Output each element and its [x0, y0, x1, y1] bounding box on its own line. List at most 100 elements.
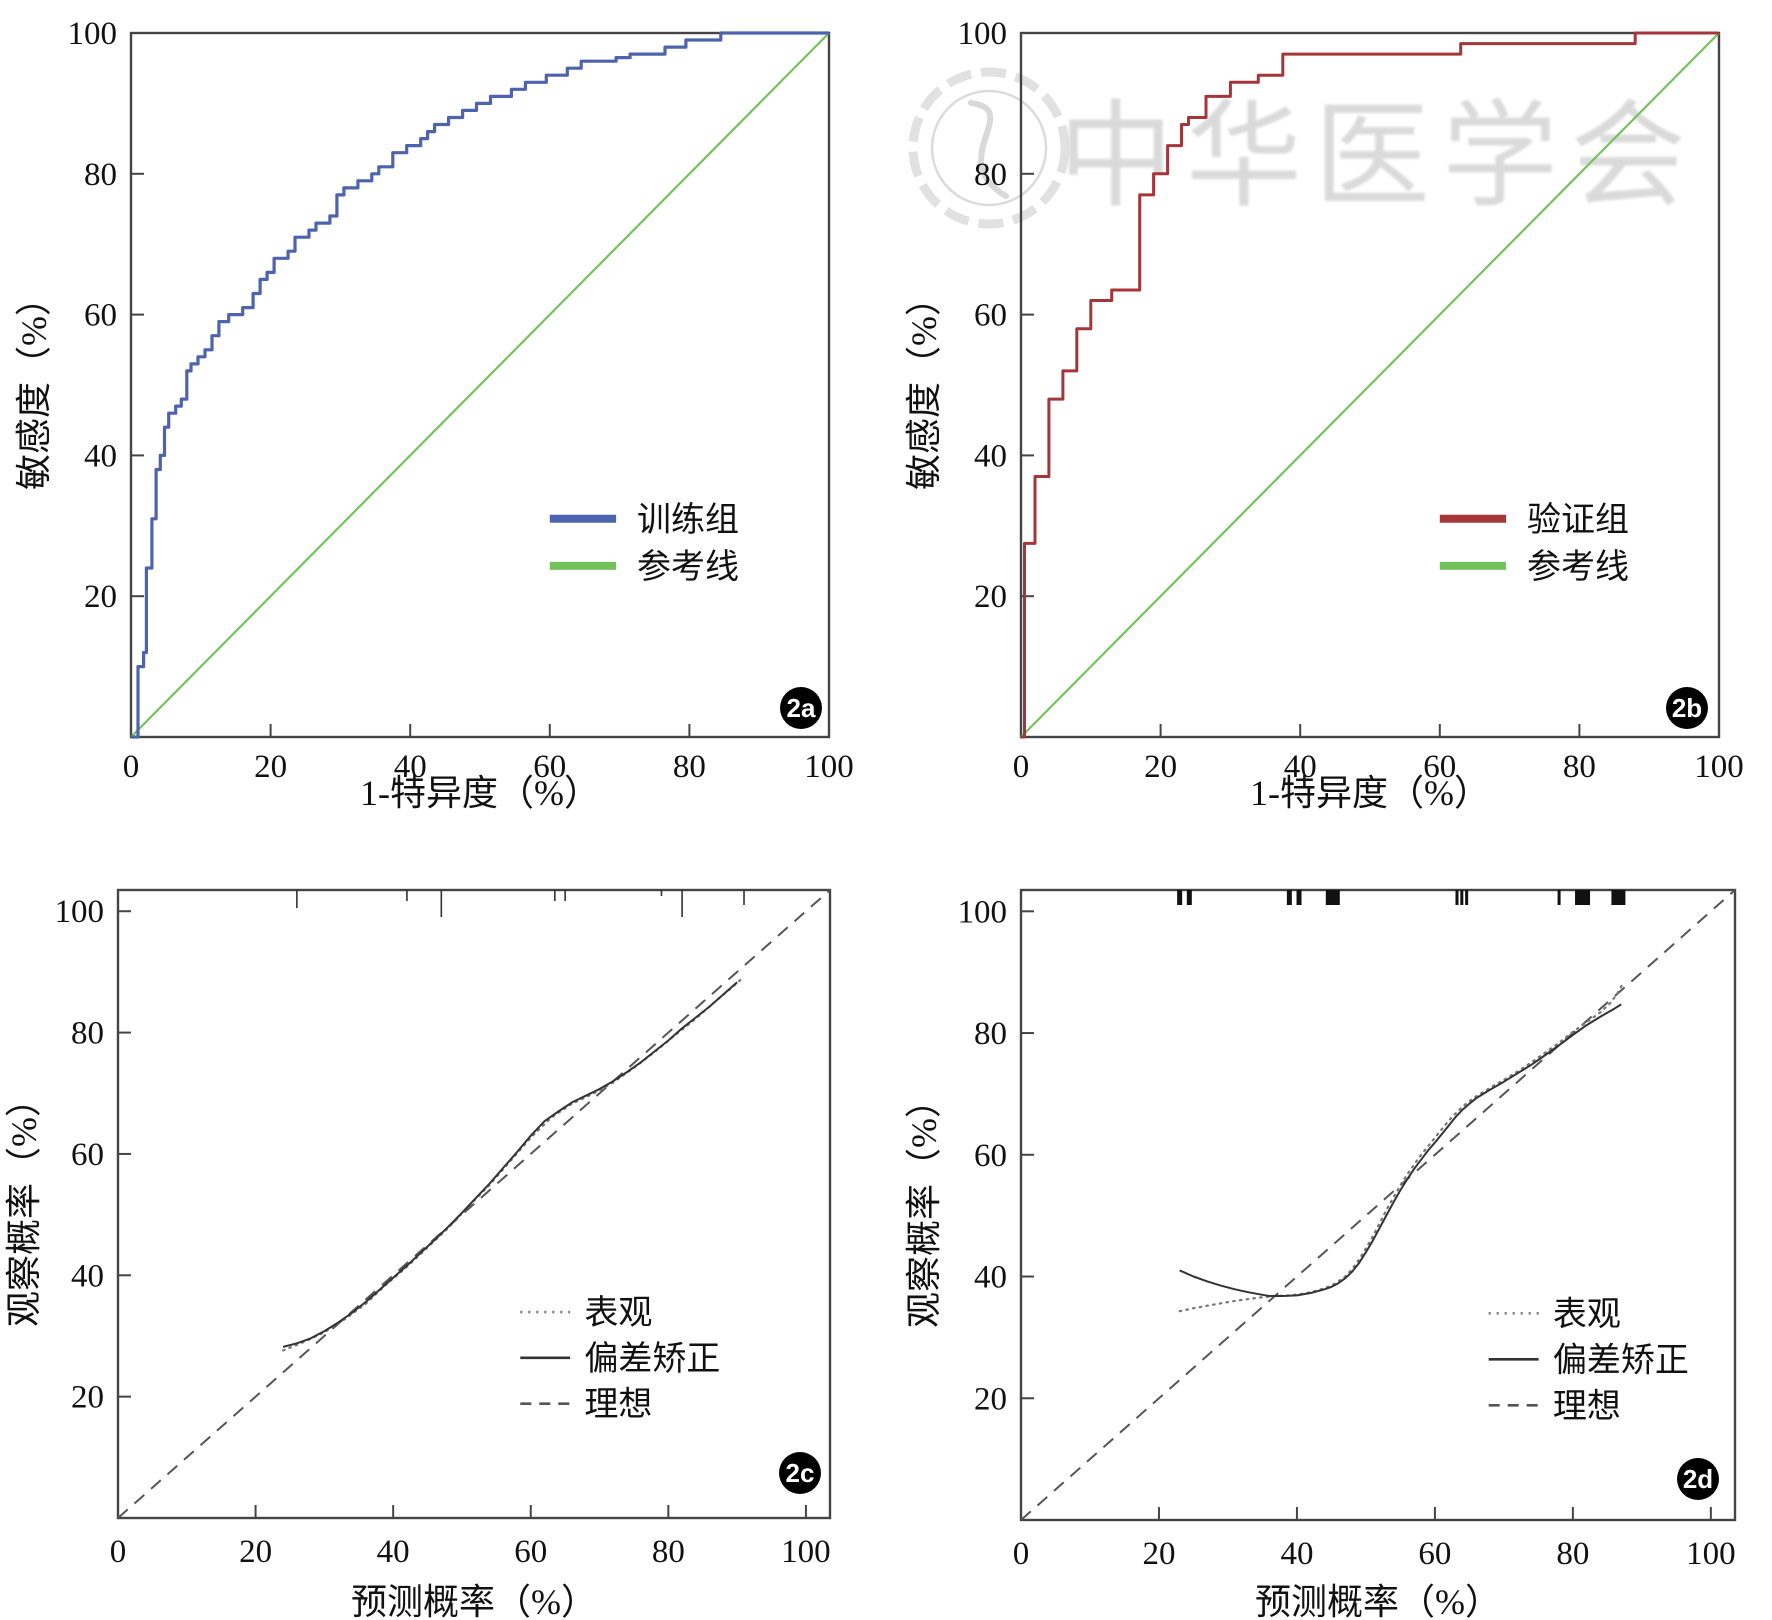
y-tick-label: 100: [55, 894, 105, 930]
rug-tick: [1325, 890, 1340, 905]
y-axis-title: 观察概率（%）: [904, 1082, 944, 1328]
watermark-seal-inner-ring: [930, 89, 1048, 207]
x-tick-label: 60: [1418, 1536, 1451, 1572]
legend-label-reference-line: 参考线: [1527, 548, 1629, 586]
series-bias-corrected-curve: [282, 981, 738, 1348]
y-tick-label: 80: [974, 1016, 1007, 1052]
legend-label-ideal-line: 理想: [584, 1386, 652, 1424]
y-tick-label: 20: [974, 1381, 1007, 1417]
x-tick-label: 80: [652, 1534, 685, 1570]
x-tick-label: 80: [673, 749, 706, 785]
legend-label-apparent-curve: 表观: [1553, 1295, 1621, 1333]
x-tick-label: 0: [110, 1534, 127, 1570]
rug-tick: [1575, 890, 1591, 905]
y-tick-label: 40: [974, 1260, 1007, 1296]
x-tick-label: 40: [1280, 1536, 1313, 1572]
y-tick-label: 100: [68, 16, 118, 52]
x-tick-label: 100: [1686, 1536, 1736, 1572]
x-tick-label: 40: [377, 1534, 410, 1570]
series-ideal-line: [1020, 889, 1736, 1521]
x-tick-label: 20: [254, 749, 287, 785]
x-tick-label: 40: [1284, 749, 1317, 785]
y-tick-label: 60: [974, 298, 1007, 334]
calibration-chart-training: 0 20 40 60 80 100 20 40 60 80 100 预测概率（%） 观察概率（%） 表观偏…: [4, 888, 832, 1620]
watermark-seal-glyph: [968, 100, 1009, 199]
y-tick-label: 80: [71, 1016, 104, 1052]
series-bias-corrected-curve: [1179, 1003, 1622, 1297]
series-apparent-curve: [1178, 982, 1625, 1313]
series-training-curve: [131, 31, 829, 739]
plot-frame: [1019, 31, 1721, 739]
series-apparent-curve: [282, 975, 746, 1352]
x-tick-label: 0: [1013, 749, 1030, 785]
roc-chart-validation: 中华医学会 0 20 40 60 80 100 20 40 60 80 100 1-特异度（%） 敏感度（…: [904, 16, 1744, 810]
plot-frame: [129, 31, 831, 739]
y-tick-label: 40: [84, 438, 117, 474]
x-tick-label: 100: [781, 1534, 831, 1570]
x-axis-title: 1-特异度（%）: [1250, 773, 1490, 810]
x-tick-label: 20: [1144, 749, 1177, 785]
y-tick-label: 60: [974, 1138, 1007, 1174]
y-tick-label: 40: [71, 1258, 104, 1294]
rug-tick: [1465, 890, 1469, 905]
y-tick-label: 100: [958, 16, 1008, 52]
roc-chart-training: 0 20 40 60 80 100 20 40 60 80 100 1-特异度（%） 敏感度（%） 训练组…: [14, 16, 854, 810]
x-tick-label: 20: [239, 1534, 272, 1570]
y-tick-label: 60: [71, 1137, 104, 1173]
y-axis-title: 敏感度（%）: [14, 280, 54, 490]
x-tick-label: 60: [533, 749, 566, 785]
series-reference-line: [1020, 32, 1720, 738]
x-axis-title: 预测概率（%）: [1255, 1582, 1501, 1620]
y-tick-label: 80: [974, 157, 1007, 193]
x-axis-title: 预测概率（%）: [351, 1582, 597, 1620]
panel-badge-2b: 2b: [1666, 687, 1708, 729]
x-tick-label: 60: [514, 1534, 547, 1570]
x-tick-label: 0: [1013, 1536, 1030, 1572]
x-axis-title: 1-特异度（%）: [360, 773, 600, 810]
x-tick-label: 40: [394, 749, 427, 785]
rug-tick: [1177, 890, 1183, 905]
rug-tick: [1296, 890, 1302, 905]
legend-label-bias-corrected-curve: 偏差矫正: [584, 1340, 720, 1378]
x-tick-label: 60: [1423, 749, 1456, 785]
watermark-text: 中华医学会: [1058, 94, 1698, 222]
panel-badge-2c: 2c: [779, 1452, 821, 1494]
y-tick-label: 20: [84, 579, 117, 615]
x-tick-label: 100: [1694, 749, 1744, 785]
legend-label-reference-line: 参考线: [637, 548, 739, 586]
y-axis-title: 观察概率（%）: [4, 1081, 44, 1327]
y-tick-label: 80: [84, 157, 117, 193]
rug-tick: [1286, 890, 1292, 905]
x-tick-label: 80: [1556, 1536, 1589, 1572]
series-reference-line: [130, 32, 830, 738]
legend-label-training-curve: 训练组: [637, 501, 739, 539]
y-axis-title: 敏感度（%）: [904, 280, 944, 490]
y-tick-label: 20: [974, 579, 1007, 615]
x-tick-label: 0: [123, 749, 140, 785]
legend-label-bias-corrected-curve: 偏差矫正: [1553, 1341, 1689, 1379]
plot-frame: [1019, 888, 1737, 1522]
x-tick-label: 80: [1563, 749, 1596, 785]
legend-label-ideal-line: 理想: [1553, 1387, 1621, 1425]
rug-tick: [1611, 890, 1626, 905]
y-tick-label: 100: [958, 894, 1008, 930]
panel-badge-2a: 2a: [780, 687, 822, 729]
rug-tick: [1186, 890, 1192, 905]
y-tick-label: 40: [974, 438, 1007, 474]
calibration-chart-validation: 0 20 40 60 80 100 20 40 60 80 100 预测概率（%） 观察概率（%） 表观偏…: [904, 888, 1737, 1620]
legend-label-apparent-curve: 表观: [584, 1294, 652, 1332]
rug-tick: [1557, 890, 1561, 905]
y-tick-label: 60: [84, 298, 117, 334]
legend-label-validation-curve: 验证组: [1527, 501, 1629, 539]
panel-badge-2d: 2d: [1677, 1458, 1719, 1500]
y-tick-label: 20: [71, 1380, 104, 1416]
watermark: 中华医学会: [908, 67, 1698, 229]
rug-tick: [1460, 890, 1464, 905]
watermark-seal-icon: [908, 67, 1070, 229]
series-ideal-line: [117, 889, 831, 1519]
x-tick-label: 100: [804, 749, 854, 785]
series-validation-curve: [1021, 31, 1719, 739]
plot-frame: [116, 888, 832, 1520]
x-tick-label: 20: [1142, 1536, 1175, 1572]
